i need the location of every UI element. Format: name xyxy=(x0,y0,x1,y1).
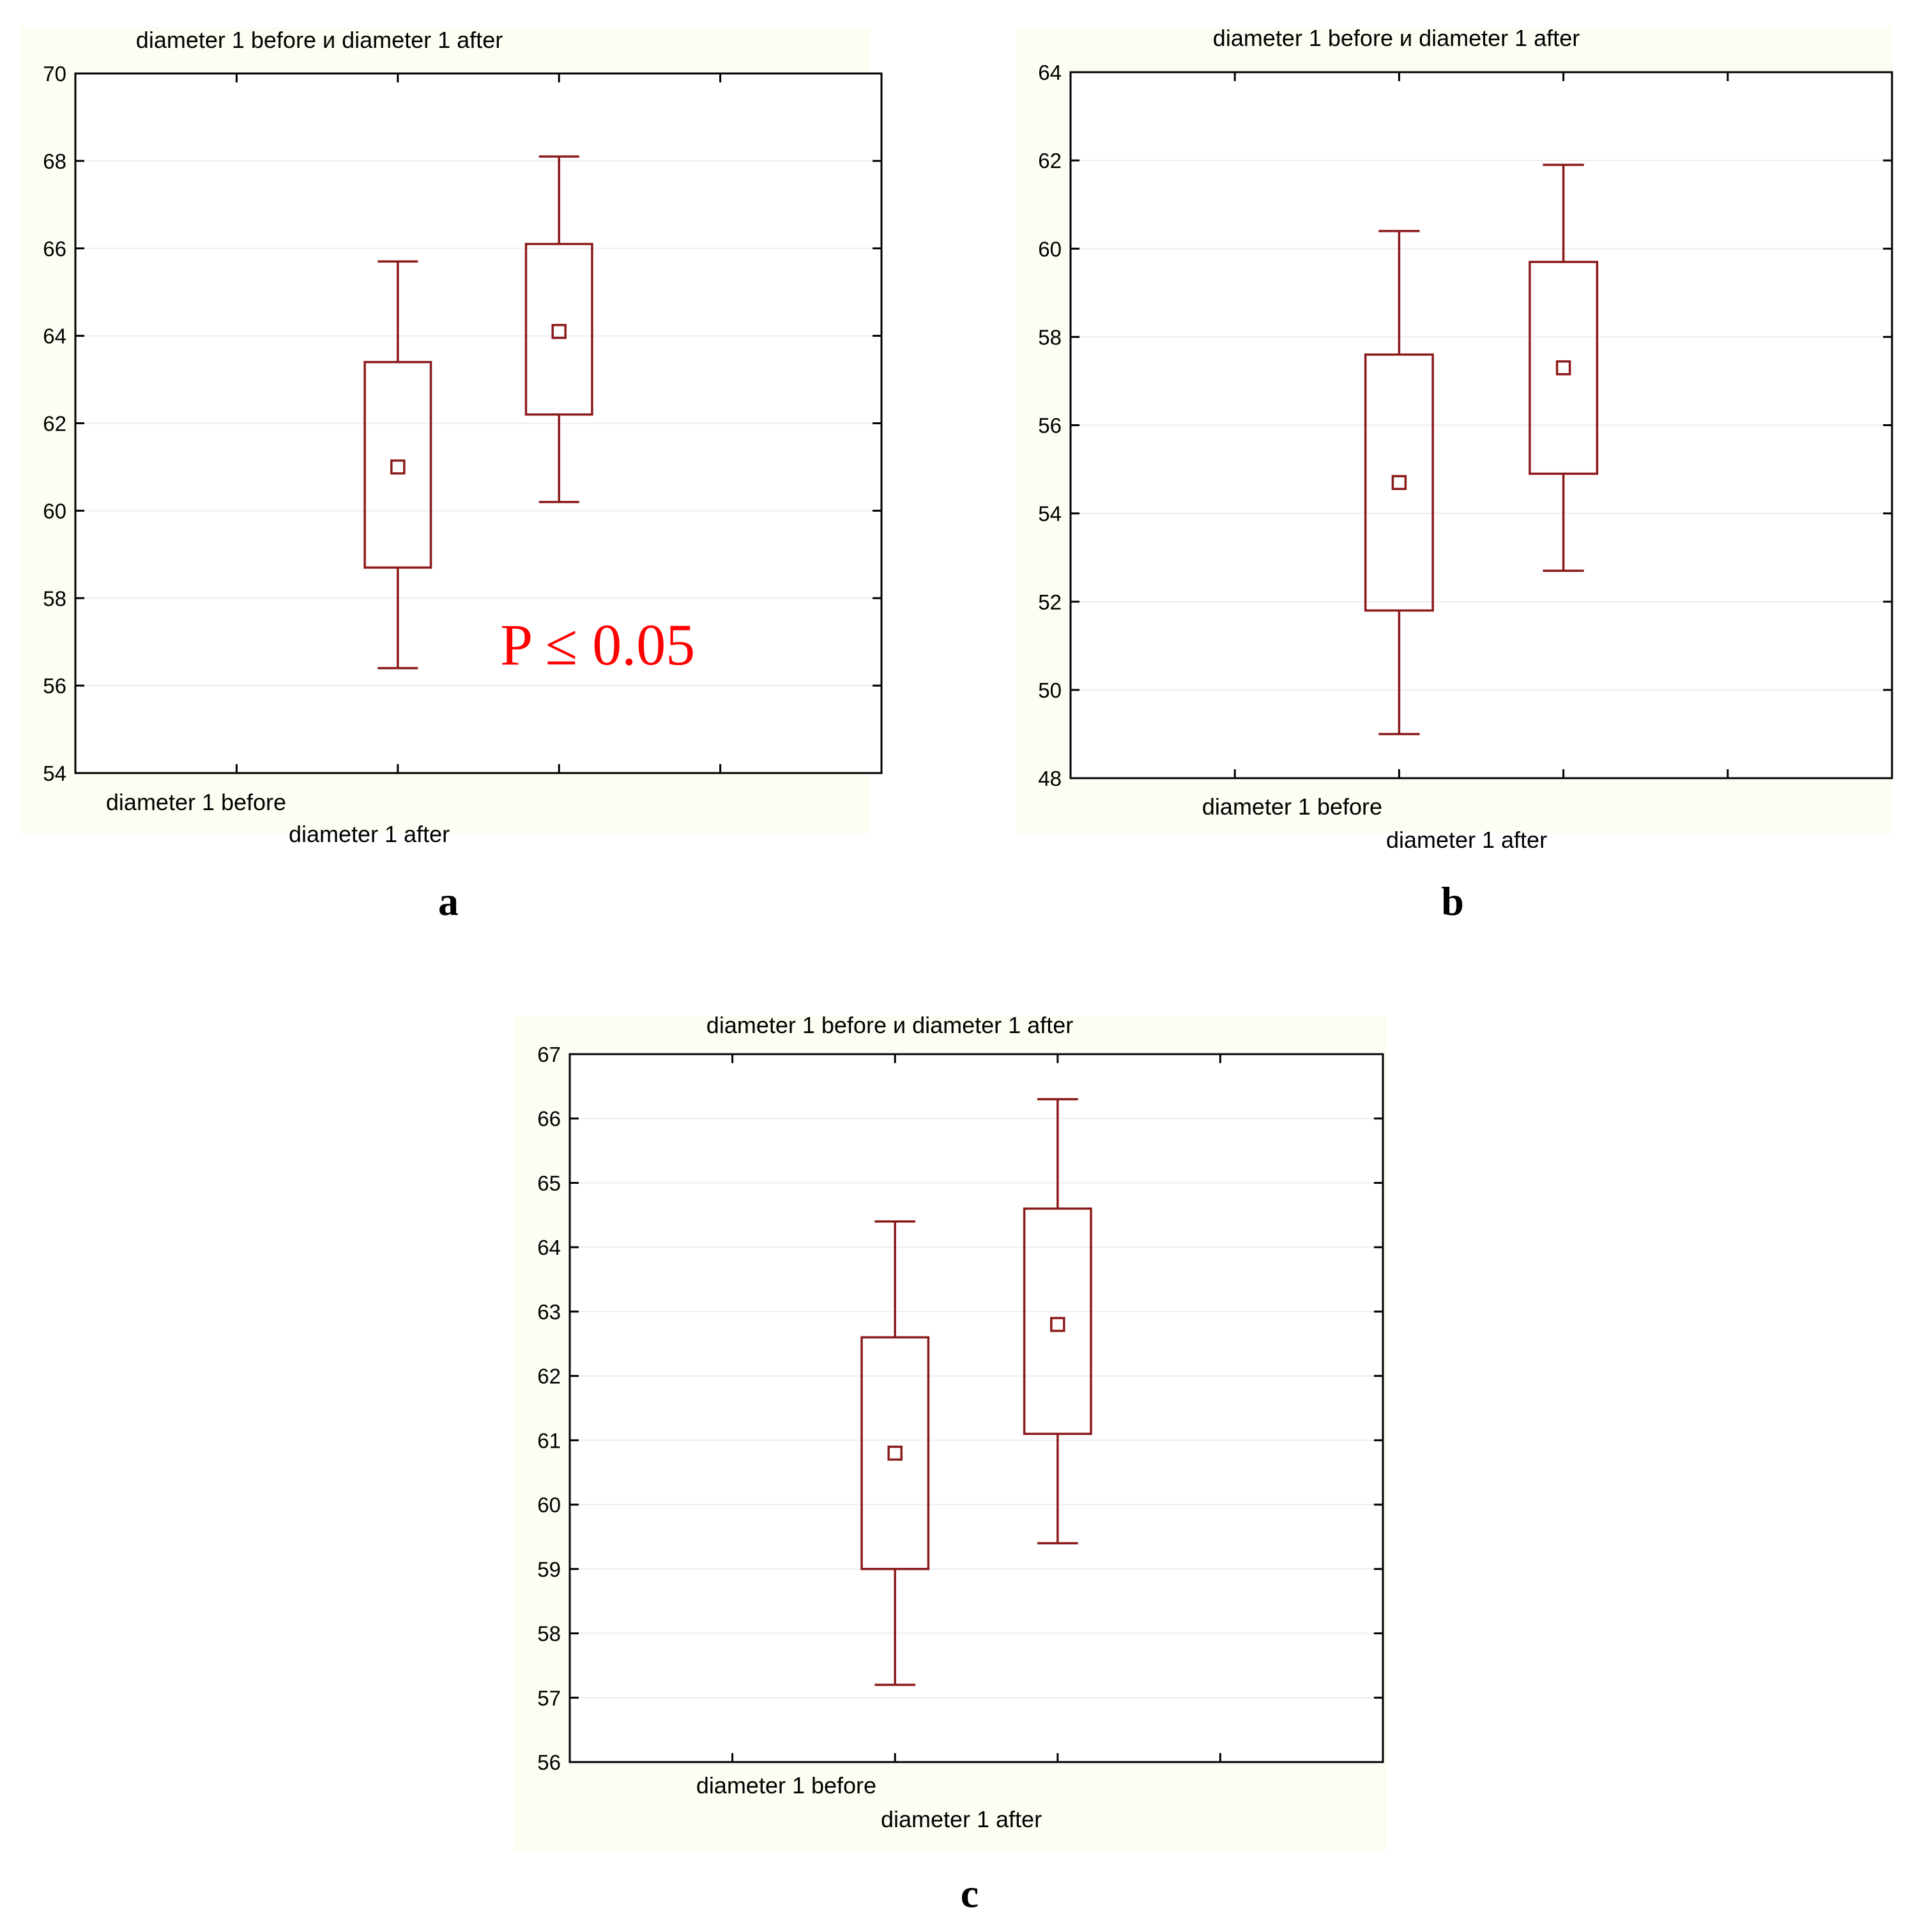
box-body xyxy=(860,1336,930,1570)
category-label: diameter 1 after xyxy=(881,1806,1042,1832)
plot-frame xyxy=(568,1053,1384,1763)
y-tick-label: 58 xyxy=(43,586,66,610)
y-tick-label: 56 xyxy=(43,674,66,698)
y-tick-label: 66 xyxy=(537,1107,561,1131)
plot-area xyxy=(570,1054,1383,1762)
y-tick-label: 62 xyxy=(43,412,66,436)
y-tick-label: 60 xyxy=(1038,237,1062,261)
chart-title: diameter 1 before и diameter 1 after xyxy=(706,1012,1073,1038)
category-label: diameter 1 before xyxy=(696,1772,876,1798)
box-series-before xyxy=(1364,229,1434,735)
y-tick-label: 63 xyxy=(537,1300,561,1324)
category-label: diameter 1 after xyxy=(1386,827,1547,853)
y-tick-label: 50 xyxy=(1038,678,1062,702)
box-body xyxy=(1364,353,1434,612)
y-tick-label: 68 xyxy=(43,150,66,173)
panel-label: a xyxy=(438,878,459,924)
box-series-after xyxy=(1023,1098,1092,1545)
panel-label: c xyxy=(961,1871,979,1916)
mean-marker xyxy=(390,459,406,475)
y-tick-label: 60 xyxy=(537,1493,561,1517)
chart-title: diameter 1 before и diameter 1 after xyxy=(1213,25,1580,51)
mean-marker xyxy=(551,324,567,339)
box-body xyxy=(363,360,432,569)
chart-panel-a: 54 56 58 60 62 64 66 68 70 diameter 1 before и di… xyxy=(20,27,883,924)
box-body xyxy=(1529,261,1599,475)
y-tick-label: 56 xyxy=(537,1751,561,1774)
panel-label: b xyxy=(1441,878,1464,924)
y-tick-label: 58 xyxy=(537,1622,561,1646)
category-label: diameter 1 before xyxy=(106,789,286,815)
y-tick-label: 58 xyxy=(1038,325,1062,349)
y-tick-label: 48 xyxy=(1038,767,1062,790)
y-tick-label: 56 xyxy=(1038,414,1062,438)
y-tick-label: 54 xyxy=(1038,502,1062,526)
y-tick-label: 62 xyxy=(537,1365,561,1388)
chart-panel-c: 56 57 58 59 60 61 62 63 64 65 66 67 diameter 1 befor… xyxy=(514,1012,1386,1916)
y-tick-label: 64 xyxy=(537,1236,561,1259)
chart-title: diameter 1 before и diameter 1 after xyxy=(136,27,503,53)
box-body xyxy=(524,243,593,416)
box-series-before xyxy=(363,260,432,670)
y-tick-label: 64 xyxy=(43,325,66,348)
box-series-after xyxy=(1529,164,1599,572)
y-tick-label: 70 xyxy=(43,62,66,86)
mean-marker xyxy=(1555,360,1571,376)
y-tick-label: 57 xyxy=(537,1686,561,1710)
mean-marker xyxy=(1391,475,1407,491)
y-tick-label: 62 xyxy=(1038,149,1062,172)
mean-marker xyxy=(1050,1317,1065,1332)
y-tick-label: 54 xyxy=(43,762,66,785)
y-tick-label: 64 xyxy=(1038,61,1062,84)
box-series-after xyxy=(524,155,593,503)
y-tick-label: 67 xyxy=(537,1043,561,1066)
category-label: diameter 1 before xyxy=(1202,793,1382,820)
y-tick-label: 59 xyxy=(537,1558,561,1581)
category-label: diameter 1 after xyxy=(289,821,450,847)
box-body xyxy=(1023,1207,1092,1436)
y-tick-label: 60 xyxy=(43,499,66,523)
y-tick-label: 52 xyxy=(1038,590,1062,614)
chart-panel-b: 48 50 52 54 56 58 60 62 64 diameter 1 before и di… xyxy=(1016,25,1893,924)
significance-annotation: P ≤ 0.05 xyxy=(500,612,695,677)
y-tick-label: 65 xyxy=(537,1171,561,1195)
box-series-before xyxy=(860,1220,930,1686)
y-tick-label: 66 xyxy=(43,237,66,261)
y-tick-label: 61 xyxy=(537,1429,561,1452)
mean-marker xyxy=(887,1445,903,1461)
